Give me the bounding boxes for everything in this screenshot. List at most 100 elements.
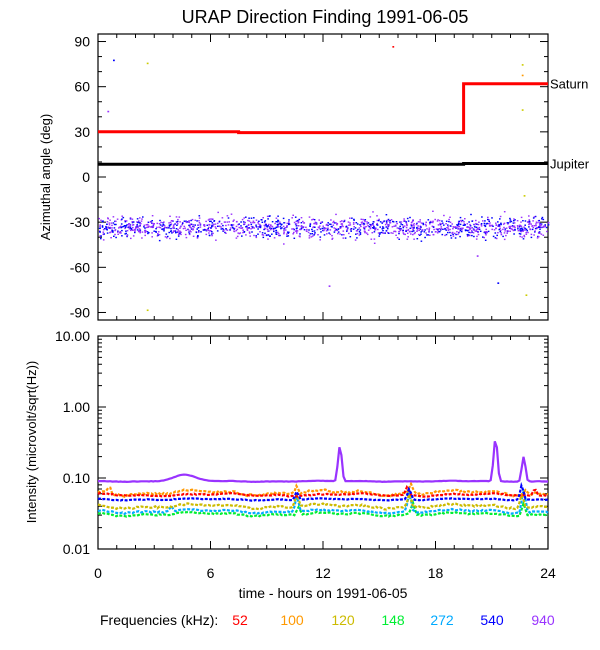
azimuth-point xyxy=(159,224,162,226)
azimuth-point xyxy=(300,222,303,224)
azimuth-point xyxy=(378,218,380,221)
azimuth-point xyxy=(520,221,522,223)
azimuth-point xyxy=(208,232,210,234)
azimuth-point xyxy=(321,227,324,230)
azimuth-point xyxy=(126,235,128,238)
azimuth-point xyxy=(459,235,461,238)
azimuth-point xyxy=(319,222,322,224)
azimuth-point xyxy=(534,227,537,230)
azimuth-point xyxy=(247,223,250,226)
azimuth-point xyxy=(130,229,132,232)
azimuth-point xyxy=(520,216,523,219)
azimuth-point xyxy=(410,225,413,227)
azimuth-point xyxy=(291,217,293,219)
azimuth-point xyxy=(238,232,241,235)
azimuth-point xyxy=(395,234,397,236)
azimuth-point xyxy=(483,224,486,226)
azimuth-point xyxy=(306,228,308,231)
azimuth-point xyxy=(424,223,427,226)
azimuth-point xyxy=(274,227,277,229)
intensity-x-tick-label: 0 xyxy=(94,565,102,581)
azimuth-point xyxy=(203,224,205,226)
azimuth-point xyxy=(115,220,117,222)
azimuth-point xyxy=(136,224,138,226)
azimuth-point xyxy=(236,228,239,231)
azimuth-point xyxy=(257,221,259,224)
azimuth-point xyxy=(108,227,111,229)
azimuth-point xyxy=(275,221,277,223)
azimuth-point xyxy=(372,222,374,225)
azimuth-point xyxy=(294,216,297,218)
azimuth-point xyxy=(137,221,139,224)
azimuth-point xyxy=(163,228,165,230)
azimuth-point xyxy=(455,227,457,229)
azimuth-point xyxy=(462,224,465,226)
azimuth-point xyxy=(110,222,113,224)
azimuth-point xyxy=(260,219,263,221)
azimuth-point xyxy=(252,226,254,228)
azimuth-point xyxy=(519,233,522,235)
azimuth-point xyxy=(108,224,111,226)
azimuth-point xyxy=(349,217,351,219)
azimuth-point xyxy=(288,221,290,223)
azimuth-point xyxy=(163,230,165,232)
azimuth-point xyxy=(267,230,270,232)
azimuth-point xyxy=(179,221,181,223)
azimuth-point xyxy=(439,222,441,225)
azimuth-point xyxy=(514,219,516,221)
azimuth-point xyxy=(471,231,473,233)
azimuth-point xyxy=(144,234,146,237)
azimuth-point xyxy=(417,221,420,223)
azimuth-point xyxy=(242,231,244,234)
azimuth-point xyxy=(109,227,112,230)
azimuth-point xyxy=(293,231,295,234)
azimuth-point xyxy=(99,225,101,227)
azimuth-point xyxy=(193,226,195,228)
azimuth-point xyxy=(331,235,333,237)
azimuth-point xyxy=(190,226,192,229)
azimuth-point xyxy=(385,222,388,225)
azimuth-point xyxy=(497,232,499,234)
azimuth-point xyxy=(151,222,154,225)
azimuth-point xyxy=(490,225,492,227)
azimuth-point xyxy=(190,231,192,233)
saturn-label: Saturn xyxy=(550,77,588,92)
azimuth-point xyxy=(405,222,408,224)
azimuth-point xyxy=(524,224,526,226)
intensity-x-tick-label: 18 xyxy=(428,565,444,581)
azimuth-point xyxy=(458,231,461,233)
azimuth-point xyxy=(153,223,155,225)
azimuth-point xyxy=(479,230,482,232)
azimuth-point xyxy=(473,235,475,238)
azimuth-point xyxy=(170,223,173,225)
azimuth-point xyxy=(368,226,371,228)
intensity-y-tick-label: 0.01 xyxy=(63,541,90,557)
azimuth-point xyxy=(144,227,146,229)
azimuth-point xyxy=(198,215,201,217)
azimuth-point xyxy=(174,223,176,225)
azimuth-point xyxy=(136,226,139,229)
azimuth-point xyxy=(370,225,372,227)
azimuth-point xyxy=(504,228,506,230)
azimuth-point xyxy=(279,226,282,228)
azimuth-point xyxy=(211,234,213,237)
azimuth-point xyxy=(443,224,445,226)
azimuth-point xyxy=(157,234,159,236)
azimuth-point xyxy=(325,230,328,232)
azimuth-point xyxy=(533,225,536,227)
azimuth-point xyxy=(238,223,240,225)
azimuth-point xyxy=(101,220,104,223)
azimuth-point xyxy=(530,236,533,239)
azimuth-point xyxy=(316,228,319,231)
azimuth-point xyxy=(385,214,388,216)
azimuth-point xyxy=(516,220,519,222)
azimuth-point xyxy=(177,230,180,232)
azimuth-point xyxy=(361,221,364,223)
azimuth-point xyxy=(243,231,246,233)
azimuth-point xyxy=(517,226,519,228)
azimuth-point xyxy=(151,215,154,217)
azimuth-point xyxy=(277,232,280,235)
azimuth-point xyxy=(523,234,525,237)
azimuth-point xyxy=(319,239,321,241)
legend-item-100: 100 xyxy=(280,612,304,628)
